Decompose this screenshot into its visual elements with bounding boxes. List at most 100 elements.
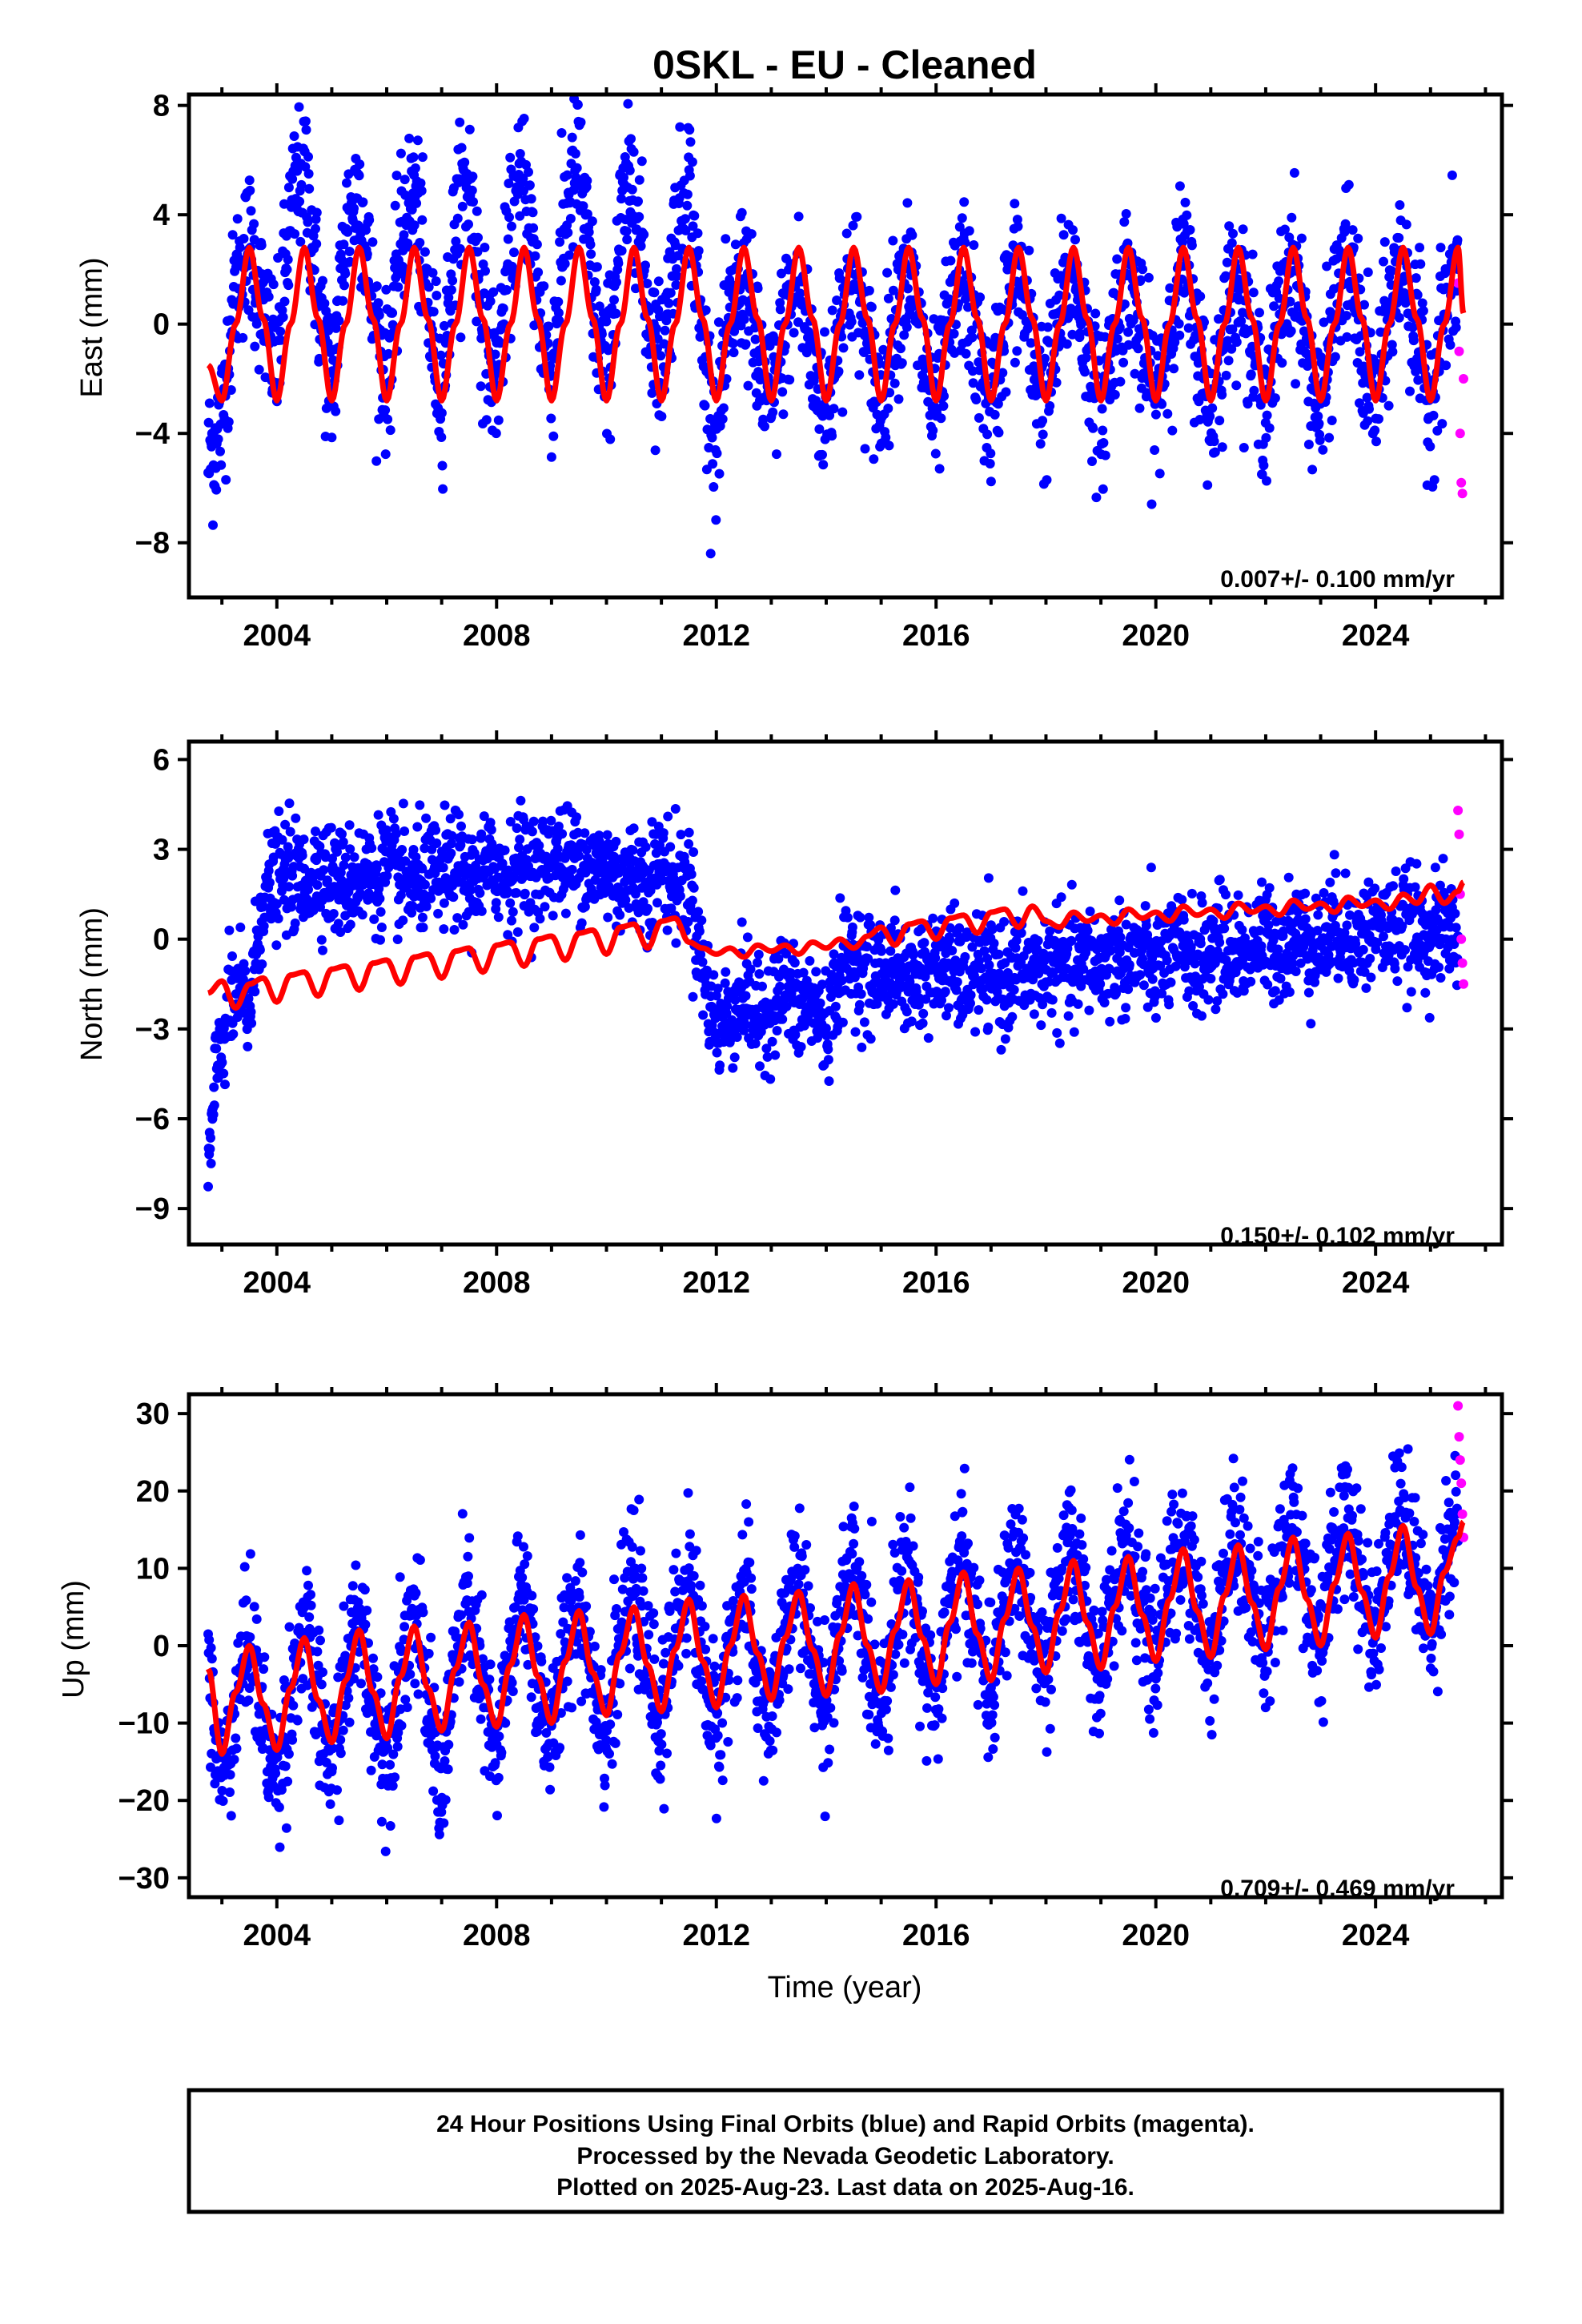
panel-east-final-point (460, 157, 470, 167)
panel-east-final-point (751, 388, 761, 398)
panel-east-final-point (334, 316, 344, 326)
panel-east-rapid-point (1454, 346, 1464, 356)
panel-east-final-point (1362, 392, 1372, 403)
panel-north-final-point (1215, 875, 1225, 885)
panel-east-final-point (1264, 423, 1275, 433)
panel-north-final-point (823, 1055, 833, 1065)
panel-north-final-point (1016, 928, 1026, 938)
panel-east-final-point (1279, 224, 1290, 235)
panel-north-final-point (1164, 999, 1174, 1010)
panel-east-final-point (1415, 243, 1425, 253)
panel-east-final-point (437, 460, 448, 471)
panel-east-final-point (383, 348, 394, 359)
panel-east-final-point (295, 196, 305, 207)
panel-east-final-point (685, 137, 696, 147)
panel-east-final-point (888, 285, 898, 296)
panel-north-final-point (1066, 935, 1077, 946)
panel-east-final-point (1123, 327, 1134, 337)
panel-east-final-point (1445, 340, 1456, 350)
panel-east-final-point (509, 247, 519, 258)
panel-north-final-point (1011, 935, 1022, 946)
panel-north-final-point (603, 912, 613, 923)
panel-north-ytick-label: −9 (135, 1192, 170, 1226)
panel-north-final-point (367, 843, 377, 853)
panel-north-final-point (1166, 977, 1176, 987)
panel-east-final-point (893, 394, 904, 404)
panel-east-final-point (605, 434, 616, 444)
panel-east-final-point (753, 283, 763, 293)
panel-east-final-point (930, 448, 941, 459)
panel-east-ytick-label: −8 (135, 527, 170, 561)
panel-north-final-point (235, 923, 246, 932)
panel-north-final-point (1287, 959, 1298, 969)
panel-north-xtick-label: 2024 (1342, 1266, 1410, 1300)
panel-east-final-point (624, 165, 635, 175)
panel-north-final-point (857, 1042, 867, 1052)
panel-east-final-point (741, 339, 751, 349)
panel-north-final-point (777, 1014, 788, 1024)
panel-east-final-point (1318, 444, 1328, 455)
panel-east-final-point (1379, 256, 1388, 267)
panel-north-final-point (865, 1034, 876, 1044)
panel-north-final-point (740, 1020, 750, 1031)
panel-east-final-point (1432, 425, 1443, 436)
panel-east-final-point (1303, 440, 1314, 449)
panel-north-final-point (340, 852, 351, 862)
panel-north-final-point (918, 1008, 929, 1019)
panel-east-final-point (1411, 273, 1421, 283)
panel-east-final-point (555, 237, 565, 247)
panel-east-final-point (1035, 439, 1046, 449)
panel-east-final-point (659, 339, 669, 349)
panel-east-final-point (928, 425, 938, 436)
panel-north-final-point (375, 907, 386, 917)
panel-north-final-point (631, 889, 640, 899)
panel-east-final-point (883, 293, 893, 304)
panel-north-final-point (937, 995, 946, 1006)
panel-east-final-point (1379, 237, 1390, 247)
panel-east-rate-label: 0.007+/- 0.100 mm/yr (1220, 566, 1455, 593)
panel-east-final-point (582, 175, 592, 186)
panel-east-final-point (488, 287, 499, 297)
panel-east-final-point (728, 338, 738, 348)
panel-north-final-point (439, 924, 449, 935)
panel-north-final-point (503, 865, 513, 875)
panel-north-final-point (576, 918, 587, 928)
panel-north-final-point (1146, 862, 1156, 873)
panel-east-final-point (1429, 475, 1439, 485)
panel-north-final-point (861, 942, 872, 952)
panel-north-final-point (291, 813, 301, 823)
panel-east-final-point (957, 213, 967, 223)
panel-east-final-point (446, 285, 456, 295)
panel-north-final-point (1044, 976, 1054, 987)
panel-north-final-point (989, 939, 999, 948)
panel-east-final-point (1013, 221, 1023, 231)
panel-east-final-point (303, 217, 313, 227)
panel-east-final-point (854, 370, 865, 380)
panel-north-final-point (417, 912, 428, 923)
panel-east-final-point (371, 281, 382, 292)
panel-north-final-point (206, 1158, 216, 1168)
panel-east-final-point (601, 316, 612, 327)
panel-east-final-point (416, 186, 427, 196)
panel-east-final-point (1056, 213, 1066, 223)
panel-east-final-point (883, 404, 893, 413)
panel-north-final-point (648, 918, 657, 927)
panel-north-ytick-label: −3 (135, 1013, 170, 1047)
panel-east-final-point (1026, 338, 1036, 348)
panel-east-final-point (903, 283, 913, 294)
panel-north-final-point (1256, 941, 1267, 951)
panel-north-final-point (398, 915, 408, 926)
panel-east-final-point (560, 259, 570, 269)
panel-north-final-point (1063, 1011, 1074, 1021)
panel-north-final-point (712, 1047, 722, 1058)
panel-east-final-point (451, 236, 461, 247)
panel-north-final-point (850, 1027, 861, 1037)
panel-east-final-point (966, 325, 977, 336)
panel-east-final-point (1080, 367, 1090, 377)
panel-east-final-point (1087, 456, 1097, 466)
panel-north-final-point (721, 967, 731, 977)
panel-north-final-point (209, 1082, 219, 1092)
panel-east-final-point (730, 239, 741, 250)
panel-north-final-point (553, 821, 564, 831)
panel-east-final-point (314, 353, 324, 364)
